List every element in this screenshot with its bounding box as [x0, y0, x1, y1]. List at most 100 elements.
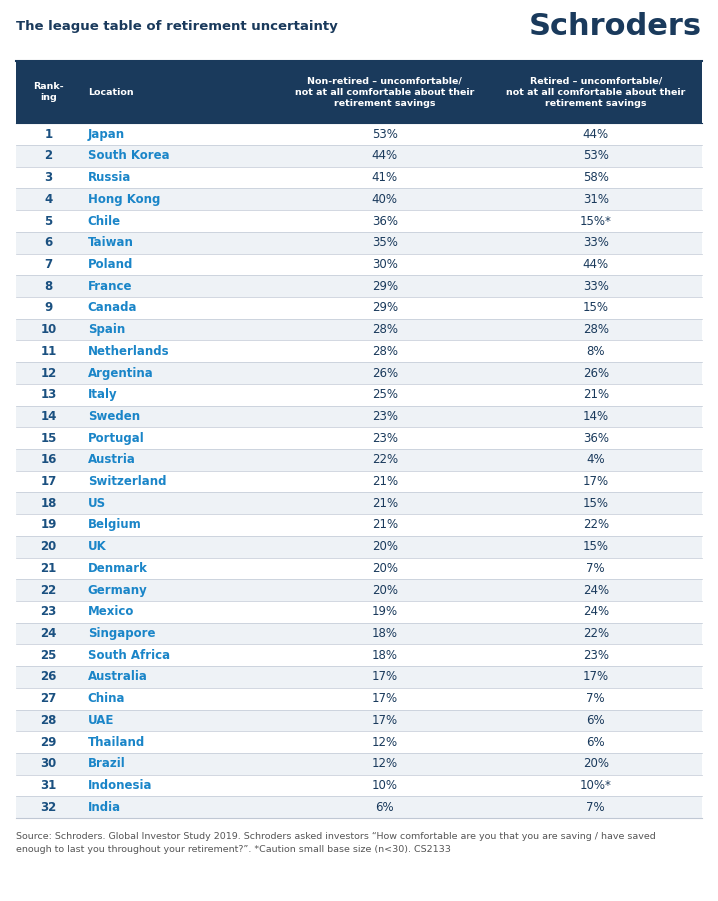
Bar	[16, 579, 702, 601]
Text: 4: 4	[45, 193, 52, 205]
Text: 17%: 17%	[372, 670, 398, 684]
Text: 21%: 21%	[372, 496, 398, 510]
Text: 36%: 36%	[372, 214, 398, 228]
Text: Australia: Australia	[88, 670, 148, 684]
Text: 29%: 29%	[372, 301, 398, 314]
Text: Argentina: Argentina	[88, 367, 154, 379]
Text: Germany: Germany	[88, 584, 148, 596]
Bar	[16, 145, 702, 167]
Text: 10%*: 10%*	[580, 779, 612, 792]
Text: Italy: Italy	[88, 388, 118, 401]
Text: 1: 1	[45, 128, 52, 141]
Text: 28: 28	[40, 714, 57, 727]
Bar	[16, 188, 702, 210]
Text: Source: Schroders. Global Investor Study 2019. Schroders asked investors “How co: Source: Schroders. Global Investor Study…	[16, 833, 656, 853]
Text: 17%: 17%	[372, 714, 398, 727]
Text: Taiwan: Taiwan	[88, 236, 134, 250]
Text: 3: 3	[45, 171, 52, 184]
Text: Chile: Chile	[88, 214, 121, 228]
Text: 20: 20	[40, 541, 57, 553]
Text: 12%: 12%	[372, 758, 398, 770]
Text: Hong Kong: Hong Kong	[88, 193, 160, 205]
Bar	[16, 687, 702, 710]
Text: 20%: 20%	[372, 562, 398, 575]
Text: 22%: 22%	[583, 518, 609, 532]
Text: Retired – uncomfortable/
not at all comfortable about their
retirement savings: Retired – uncomfortable/ not at all comf…	[506, 77, 686, 108]
Text: 21%: 21%	[583, 388, 609, 401]
Text: 36%: 36%	[583, 432, 609, 445]
Text: 18%: 18%	[372, 649, 398, 661]
Text: 26%: 26%	[583, 367, 609, 379]
Text: Brazil: Brazil	[88, 758, 126, 770]
Text: 11: 11	[40, 345, 57, 358]
Text: 2: 2	[45, 150, 52, 162]
Text: 32: 32	[40, 801, 57, 814]
Bar	[16, 601, 702, 623]
Bar	[16, 167, 702, 188]
Text: 12%: 12%	[372, 735, 398, 749]
Text: 9: 9	[45, 301, 52, 314]
Text: Canada: Canada	[88, 301, 137, 314]
Bar	[16, 536, 702, 558]
Bar	[16, 449, 702, 470]
Text: UK: UK	[88, 541, 106, 553]
Bar	[16, 644, 702, 666]
Text: Singapore: Singapore	[88, 627, 155, 640]
Bar	[16, 123, 702, 145]
Text: 6%: 6%	[376, 801, 394, 814]
Text: 44%: 44%	[372, 150, 398, 162]
Text: 33%: 33%	[583, 279, 609, 293]
Text: Netherlands: Netherlands	[88, 345, 169, 358]
Text: 30: 30	[40, 758, 57, 770]
Bar	[16, 514, 702, 536]
Text: 10%: 10%	[372, 779, 398, 792]
Text: 31%: 31%	[583, 193, 609, 205]
Text: 20%: 20%	[583, 758, 609, 770]
Bar	[16, 61, 702, 123]
Text: 23%: 23%	[372, 410, 398, 423]
Text: 18: 18	[40, 496, 57, 510]
Text: 10: 10	[40, 323, 57, 336]
Text: Schroders: Schroders	[529, 12, 702, 41]
Text: 25: 25	[40, 649, 57, 661]
Text: 24%: 24%	[583, 584, 609, 596]
Bar	[16, 405, 702, 427]
Text: China: China	[88, 692, 126, 705]
Bar	[16, 666, 702, 687]
Text: 53%: 53%	[372, 128, 398, 141]
Text: 21%: 21%	[372, 518, 398, 532]
Bar	[16, 341, 702, 362]
Text: 12: 12	[40, 367, 57, 379]
Text: 58%: 58%	[583, 171, 609, 184]
Text: 8: 8	[45, 279, 52, 293]
Text: 15: 15	[40, 432, 57, 445]
Text: 7%: 7%	[587, 562, 605, 575]
Text: 20%: 20%	[372, 541, 398, 553]
Text: 18%: 18%	[372, 627, 398, 640]
Text: 24%: 24%	[583, 605, 609, 618]
Text: 6%: 6%	[587, 714, 605, 727]
Bar	[16, 493, 702, 514]
Text: 28%: 28%	[583, 323, 609, 336]
Text: 8%: 8%	[587, 345, 605, 358]
Text: 25%: 25%	[372, 388, 398, 401]
Bar	[16, 710, 702, 732]
Text: 35%: 35%	[372, 236, 398, 250]
Text: Rank-
ing: Rank- ing	[33, 82, 64, 103]
Text: Poland: Poland	[88, 258, 134, 271]
Text: 14: 14	[40, 410, 57, 423]
Text: 19: 19	[40, 518, 57, 532]
Text: 21%: 21%	[372, 475, 398, 488]
Text: Russia: Russia	[88, 171, 131, 184]
Text: 15%*: 15%*	[580, 214, 612, 228]
Text: 31: 31	[40, 779, 57, 792]
Text: 20%: 20%	[372, 584, 398, 596]
Bar	[16, 558, 702, 579]
Text: 22%: 22%	[372, 453, 398, 467]
Text: 29: 29	[40, 735, 57, 749]
Text: 30%: 30%	[372, 258, 398, 271]
Text: 22%: 22%	[583, 627, 609, 640]
Text: 28%: 28%	[372, 345, 398, 358]
Text: 7%: 7%	[587, 692, 605, 705]
Text: 14%: 14%	[583, 410, 609, 423]
